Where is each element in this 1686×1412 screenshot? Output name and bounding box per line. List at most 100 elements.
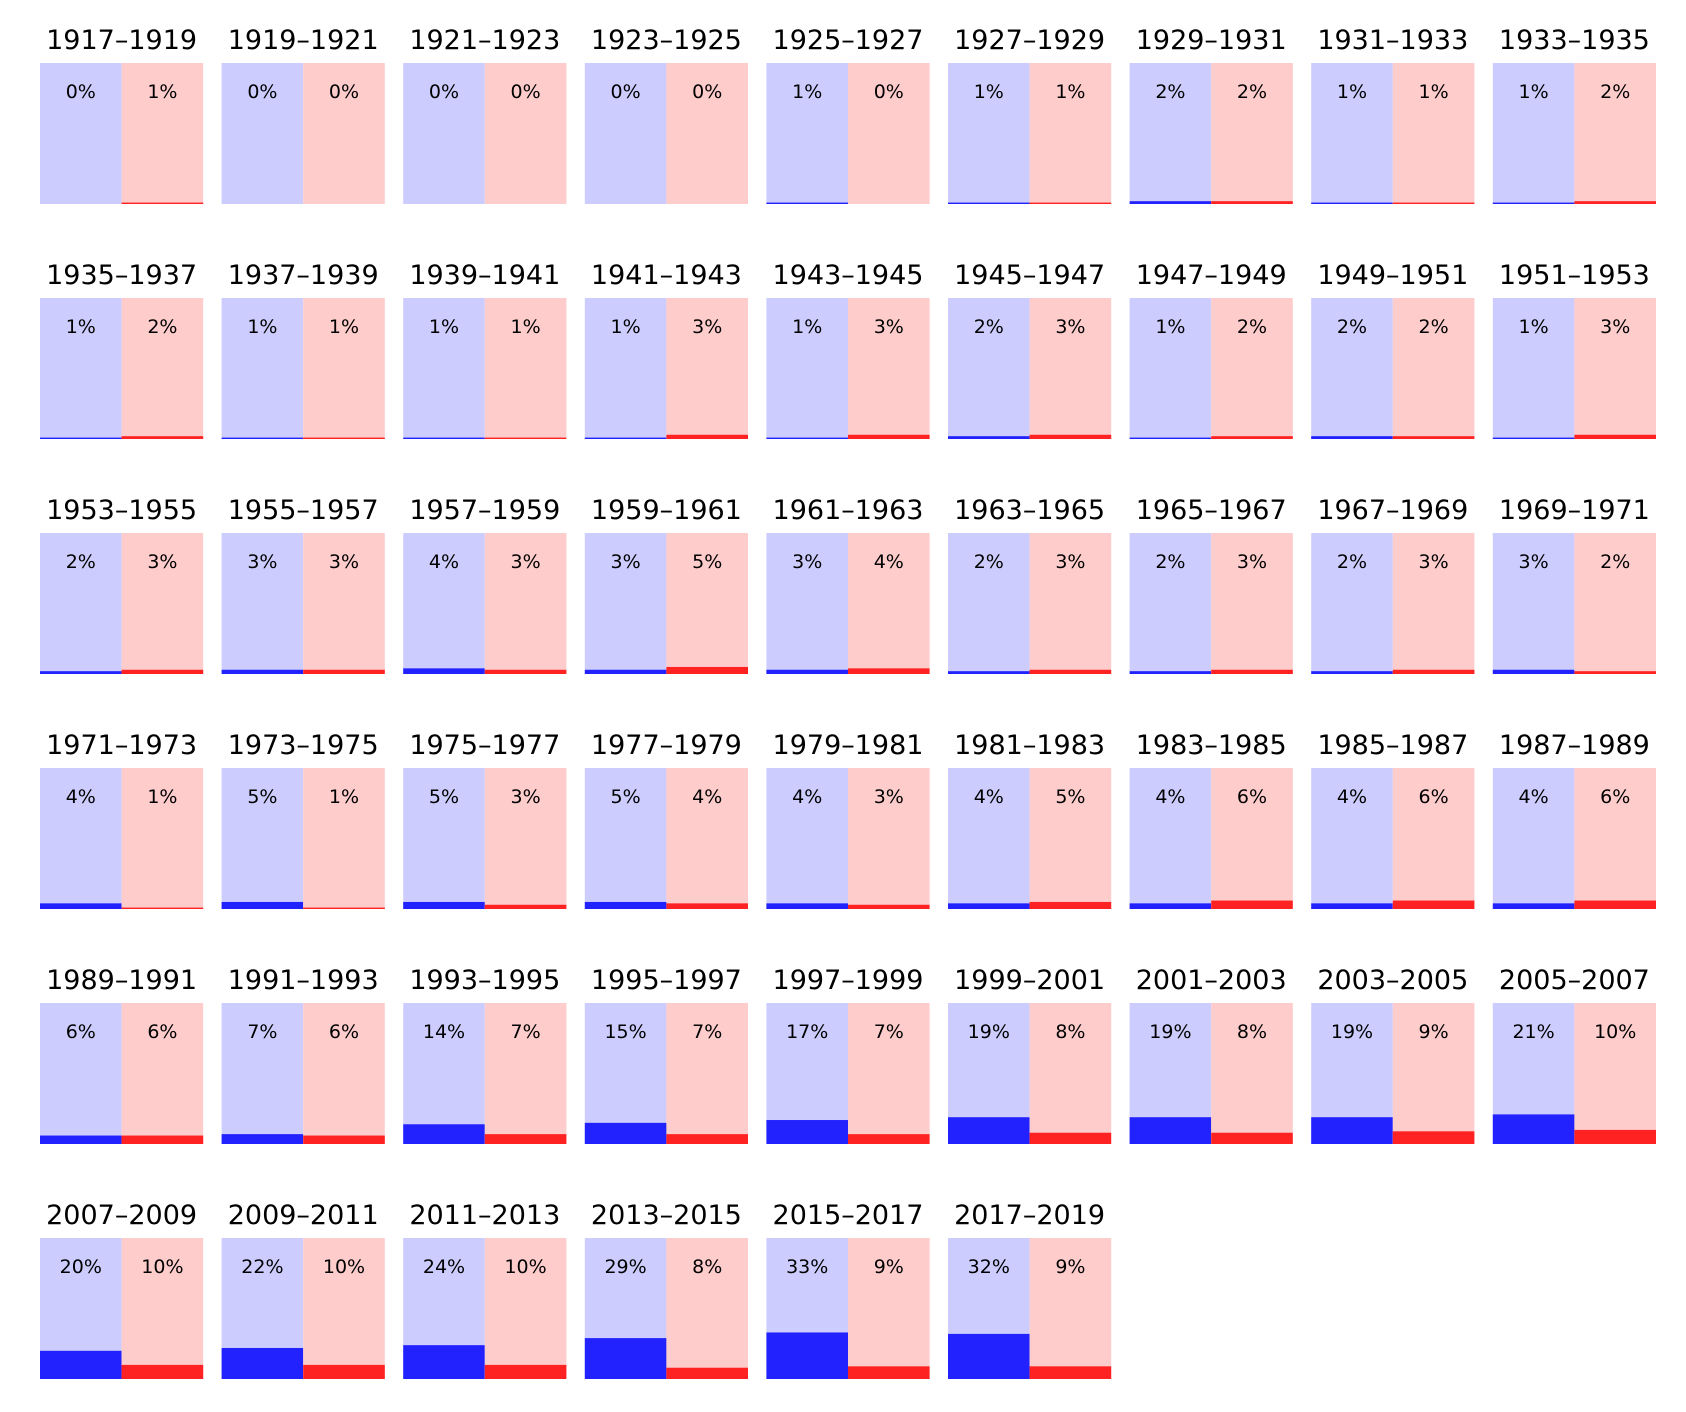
panel-title: 1985–1987 xyxy=(1317,730,1468,761)
blue-bar-background xyxy=(403,298,485,439)
red-data-label: 10% xyxy=(141,1256,183,1278)
red-data-label: 2% xyxy=(1600,551,1630,573)
red-bar-background xyxy=(121,768,204,909)
red-bar-background xyxy=(1029,298,1112,439)
red-bar xyxy=(1392,202,1475,204)
blue-bar xyxy=(766,669,848,674)
panel-title: 1989–1991 xyxy=(46,965,197,996)
panel-title: 1997–1999 xyxy=(773,965,924,996)
red-bar-background xyxy=(848,63,930,204)
blue-bar xyxy=(1311,202,1393,204)
blue-bar-background xyxy=(584,1003,667,1144)
red-bar-background xyxy=(1029,63,1112,204)
panel: 1925–1927 1% 0% xyxy=(766,25,930,204)
blue-bar-background xyxy=(1311,298,1393,439)
panel-title: 2013–2015 xyxy=(591,1200,742,1231)
panel-title: 1973–1975 xyxy=(228,730,379,761)
panel: 1971–1973 4% 1% xyxy=(40,730,204,909)
red-bar xyxy=(666,666,748,674)
red-bar-background xyxy=(484,533,567,674)
blue-bar xyxy=(403,668,485,674)
panel-title: 1953–1955 xyxy=(46,495,197,526)
panel-title: 2017–2019 xyxy=(954,1200,1105,1231)
panel-title: 1955–1957 xyxy=(228,495,379,526)
blue-bar-background xyxy=(1311,768,1393,909)
red-bar xyxy=(1574,1129,1656,1144)
red-data-label: 0% xyxy=(692,81,722,103)
blue-bar xyxy=(766,437,848,439)
blue-data-label: 3% xyxy=(247,551,277,573)
panel-title: 1947–1949 xyxy=(1136,260,1287,291)
blue-bar xyxy=(1129,201,1212,204)
red-data-label: 7% xyxy=(692,1021,722,1043)
blue-bar xyxy=(1129,671,1212,674)
red-bar-background xyxy=(666,533,748,674)
red-data-label: 6% xyxy=(1600,786,1630,808)
panel-title: 1971–1973 xyxy=(46,730,197,761)
panel: 1941–1943 1% 3% xyxy=(584,260,748,439)
panel-title: 1933–1935 xyxy=(1499,25,1650,56)
blue-bar xyxy=(40,903,122,909)
panel-title: 1931–1933 xyxy=(1317,25,1468,56)
panel-title: 1959–1961 xyxy=(591,495,742,526)
red-bar xyxy=(1574,201,1656,204)
blue-bar xyxy=(1311,436,1393,439)
panel: 2015–2017 33% 9% xyxy=(766,1200,930,1379)
blue-bar-background xyxy=(1129,298,1212,439)
panel: 2013–2015 29% 8% xyxy=(584,1200,748,1379)
panel: 1959–1961 3% 5% xyxy=(584,495,748,674)
blue-data-label: 4% xyxy=(974,786,1004,808)
blue-bar xyxy=(948,436,1030,439)
blue-bar-background xyxy=(584,768,667,909)
blue-bar xyxy=(40,1350,122,1379)
panel: 1943–1945 1% 3% xyxy=(766,260,930,439)
panel-title: 2015–2017 xyxy=(773,1200,924,1231)
blue-bar-background xyxy=(948,298,1030,439)
red-bar-background xyxy=(848,1003,930,1144)
red-data-label: 7% xyxy=(511,1021,541,1043)
blue-data-label: 3% xyxy=(611,551,641,573)
red-bar-background xyxy=(1574,1003,1656,1144)
blue-bar-background xyxy=(766,768,848,909)
blue-data-label: 2% xyxy=(1337,551,1367,573)
blue-bar-background xyxy=(584,298,667,439)
panel: 1985–1987 4% 6% xyxy=(1311,730,1475,909)
panel-title: 1981–1983 xyxy=(954,730,1105,761)
panel: 2007–2009 20% 10% xyxy=(40,1200,204,1379)
red-bar-background xyxy=(848,533,930,674)
blue-data-label: 1% xyxy=(792,81,822,103)
blue-bar xyxy=(1492,202,1575,204)
blue-bar xyxy=(40,437,122,439)
red-data-label: 10% xyxy=(1594,1021,1636,1043)
blue-bar-background xyxy=(221,768,304,909)
red-data-label: 3% xyxy=(1055,551,1085,573)
panel: 1917–1919 0% 1% xyxy=(40,25,204,204)
panel: 1997–1999 17% 7% xyxy=(766,965,930,1144)
panel-title: 1927–1929 xyxy=(954,25,1105,56)
red-bar-background xyxy=(1029,533,1112,674)
blue-data-label: 1% xyxy=(1519,316,1549,338)
red-bar xyxy=(848,1134,930,1144)
red-bar-background xyxy=(303,768,385,909)
panel-title: 1987–1989 xyxy=(1499,730,1650,761)
red-bar xyxy=(1392,1131,1475,1144)
panel-title: 1965–1967 xyxy=(1136,495,1287,526)
panel: 1965–1967 2% 3% xyxy=(1129,495,1293,674)
red-data-label: 2% xyxy=(1237,316,1267,338)
red-data-label: 3% xyxy=(1237,551,1267,573)
panel: 1991–1993 7% 6% xyxy=(221,965,385,1144)
blue-bar xyxy=(948,1333,1030,1379)
blue-data-label: 1% xyxy=(611,316,641,338)
blue-data-label: 4% xyxy=(429,551,459,573)
panel-title: 1963–1965 xyxy=(954,495,1105,526)
red-data-label: 1% xyxy=(147,81,177,103)
panel: 1933–1935 1% 2% xyxy=(1492,25,1656,204)
red-bar xyxy=(1029,1366,1112,1379)
red-bar xyxy=(1211,900,1293,909)
blue-bar xyxy=(40,1135,122,1144)
red-data-label: 1% xyxy=(147,786,177,808)
red-data-label: 5% xyxy=(1055,786,1085,808)
red-bar-background xyxy=(484,1003,567,1144)
red-bar-background xyxy=(1392,1003,1475,1144)
